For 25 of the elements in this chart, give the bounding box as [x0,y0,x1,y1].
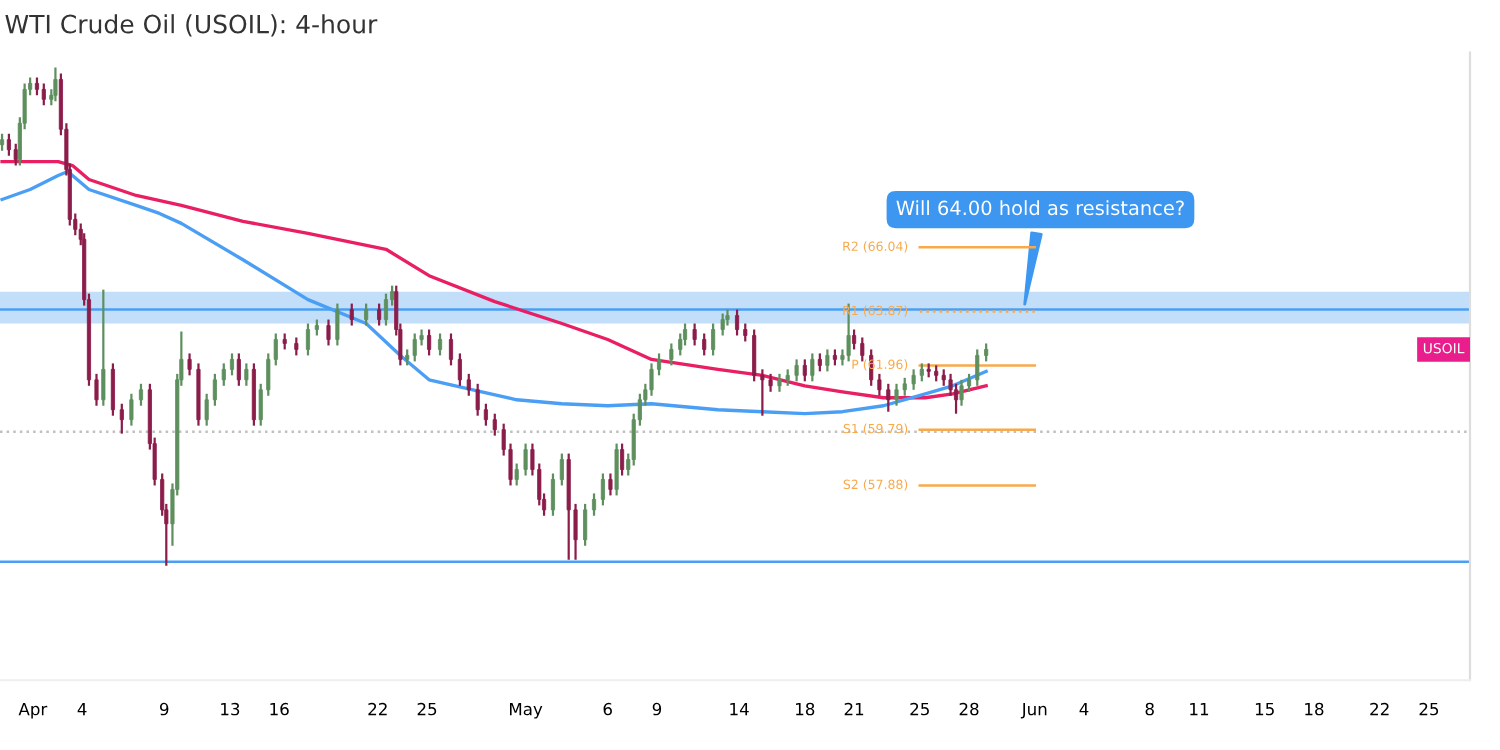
x-tick-label: 25 [910,702,929,716]
x-tick-label: 11 [1190,702,1209,716]
x-tick-label: Apr [18,702,48,719]
x-tick-label: 8 [1145,702,1154,716]
x-tick-label: 25 [1419,702,1439,716]
x-tick-label: 18 [1305,702,1324,716]
x-tick-label: 21 [844,702,864,716]
chart-title: WTI Crude Oil (USOIL): 4-hour [5,14,378,37]
x-tick-label: 22 [368,702,387,716]
x-tick-label: May [509,702,543,719]
x-tick-label: 14 [730,702,749,716]
x-tick-label: 28 [959,702,979,716]
x-tick-label: 25 [417,702,437,716]
x-tick-label: 13 [221,702,240,716]
x-tick-label: 18 [796,702,815,716]
x-tick-label: 4 [77,702,87,716]
x-tick-label: 15 [1255,702,1274,716]
x-tick-label: 22 [1370,702,1389,716]
x-tick-label: 4 [1079,702,1089,716]
x-tick-label: 6 [603,702,612,716]
x-tick-label: 9 [652,702,662,716]
x-tick-label: 9 [159,702,169,716]
x-tick-label: 16 [270,702,289,716]
x-tick-label: Jun [1020,702,1047,719]
annotation: Will 64.00 hold as resistance? [896,200,1184,216]
